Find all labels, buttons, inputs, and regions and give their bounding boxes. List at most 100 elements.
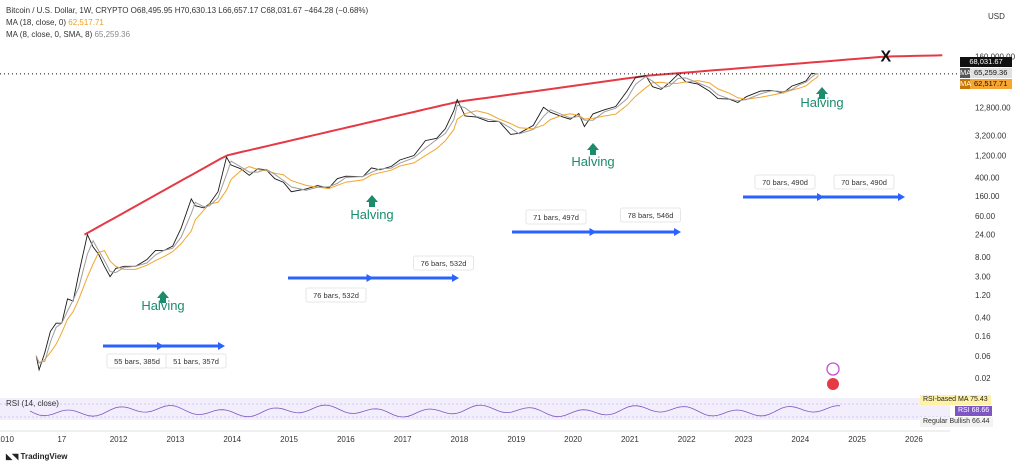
measure-label-box: [165, 353, 227, 369]
x-tick-label: 2015: [280, 435, 298, 444]
measure-arrow-head: [674, 228, 681, 236]
y-tick-label: 400.00: [975, 174, 1000, 183]
measure-label-box: [525, 209, 587, 225]
ma8-line[interactable]: [35, 73, 819, 364]
measure-arrow-head: [218, 342, 225, 350]
measure-arrow-head: [157, 342, 164, 350]
rsi-based-ma-badge: RSI-based MA 75.43: [920, 395, 991, 405]
y-tick-label: 3,200.00: [975, 132, 1007, 141]
rsi-badge-value: 68.66: [971, 407, 990, 414]
measure-arrow-head: [366, 274, 374, 282]
measure-label: 76 bars, 532d: [313, 291, 359, 300]
flash-alert-icon[interactable]: [826, 362, 840, 376]
regular-bullish-value: 66.44: [972, 418, 990, 425]
measure-label: 78 bars, 546d: [628, 211, 674, 220]
x-tick-label: 2021: [621, 435, 639, 444]
y-tick-label: 0.06: [975, 352, 991, 361]
ma2-legend[interactable]: MA (8, close, 0, SMA, 8) 65,259.36: [6, 30, 130, 39]
measure-label: 70 bars, 490d: [762, 178, 808, 187]
x-tick-label: 2013: [167, 435, 185, 444]
measure-label: 76 bars, 532d: [421, 259, 467, 268]
x-tick-label: 2025: [848, 435, 866, 444]
ohlc-values: O68,495.95 H70,630.13 L66,657.17 C68,031…: [130, 6, 369, 15]
measure-label-box: [413, 255, 474, 271]
measure-label: 51 bars, 357d: [173, 357, 219, 366]
ma1-tag: MA: [960, 79, 972, 89]
measure-label: 71 bars, 497d: [533, 213, 579, 222]
signal-icon[interactable]: [827, 378, 839, 390]
y-tick-label: 3.00: [975, 273, 991, 282]
x-tick-label: 2016: [337, 435, 355, 444]
halving-label: Halving: [350, 207, 393, 222]
x-mark-annotation: X: [881, 49, 892, 66]
ma2-label: MA (8, close, 0, SMA, 8): [6, 30, 93, 39]
halving-arrow-icon: [157, 291, 169, 303]
y-tick-label: 1.20: [975, 291, 991, 300]
rsi-pane-band: [0, 398, 950, 420]
tradingview-icon: ◣◥: [6, 452, 21, 461]
x-tick-label: 2018: [451, 435, 469, 444]
rsi-based-ma-label: RSI-based MA: [923, 396, 969, 403]
currency-label[interactable]: USD: [988, 12, 1005, 21]
ma1-legend[interactable]: MA (18, close, 0) 62,517.71: [6, 18, 104, 27]
ma2-tag: MA: [960, 68, 972, 78]
rsi-based-ma-value: 75.43: [970, 396, 988, 403]
ma18-line[interactable]: [35, 75, 819, 364]
y-tick-label: 160.00: [975, 192, 1000, 201]
x-tick-label: 2019: [507, 435, 525, 444]
regular-bullish-badge: Regular Bullish 66.44: [920, 417, 993, 427]
y-tick-label: 60.00: [975, 212, 996, 221]
halving-arrow-icon: [587, 143, 599, 155]
ma1-price-badge: MA 62,517.71: [960, 79, 1012, 89]
measure-arrow-head: [452, 274, 459, 282]
x-tick-label: 2017: [394, 435, 412, 444]
x-tick-label: 17: [57, 435, 66, 444]
measure-label-box: [833, 174, 895, 190]
halving-label: Halving: [800, 95, 843, 110]
last-price-badge: 68,031.67: [960, 57, 1012, 67]
measure-label-box: [620, 207, 681, 223]
ma2-value: 65,259.36: [94, 30, 131, 39]
halving-arrow-icon: [816, 87, 828, 99]
x-tick-label: 2026: [905, 435, 923, 444]
halving-label: Halving: [571, 154, 614, 169]
y-tick-label: 0.16: [975, 332, 991, 341]
measure-arrow-head: [589, 228, 597, 236]
x-tick-label: 2024: [791, 435, 809, 444]
symbol-legend: Bitcoin / U.S. Dollar, 1W, CRYPTO O68,49…: [6, 6, 368, 15]
x-tick-label: 2023: [735, 435, 753, 444]
x-tick-label: 2012: [110, 435, 128, 444]
ma1-badge-value: 62,517.71: [974, 79, 1008, 88]
ma2-badge-value: 65,259.36: [974, 68, 1008, 77]
ma1-label: MA (18, close, 0): [6, 18, 67, 27]
measure-arrow-head: [898, 193, 905, 201]
measure-arrow-head: [817, 193, 824, 201]
measure-label: 70 bars, 490d: [841, 178, 887, 187]
y-tick-label: 0.40: [975, 313, 991, 322]
price-series-line[interactable]: [35, 72, 819, 372]
y-tick-label: 0.02: [975, 374, 991, 383]
rsi-legend[interactable]: RSI (14, close): [6, 399, 59, 408]
measure-label: 55 bars, 385d: [114, 357, 160, 366]
regular-bullish-label: Regular Bullish: [923, 418, 971, 425]
y-tick-label: 1,200.00: [975, 151, 1007, 160]
ma1-value: 62,517.71: [68, 18, 104, 27]
x-tick-label: 2022: [678, 435, 696, 444]
measure-label-box: [305, 287, 367, 303]
rsi-badge: RSI 68.66: [955, 406, 993, 416]
ma2-price-badge: MA 65,259.36: [960, 68, 1012, 78]
y-tick-label: 8.00: [975, 253, 991, 262]
x-tick-label: 2020: [564, 435, 582, 444]
y-tick-label: 24.00: [975, 231, 996, 240]
rsi-badge-label: RSI: [958, 407, 970, 414]
halving-label: Halving: [141, 298, 184, 313]
log-growth-curve[interactable]: [84, 54, 943, 236]
x-tick-label: 2014: [223, 435, 241, 444]
y-tick-label: 12,800.00: [975, 104, 1011, 113]
halving-arrow-icon: [366, 195, 378, 207]
rsi-line[interactable]: [29, 404, 841, 418]
tradingview-logo[interactable]: ◣◥ TradingView: [6, 452, 68, 461]
